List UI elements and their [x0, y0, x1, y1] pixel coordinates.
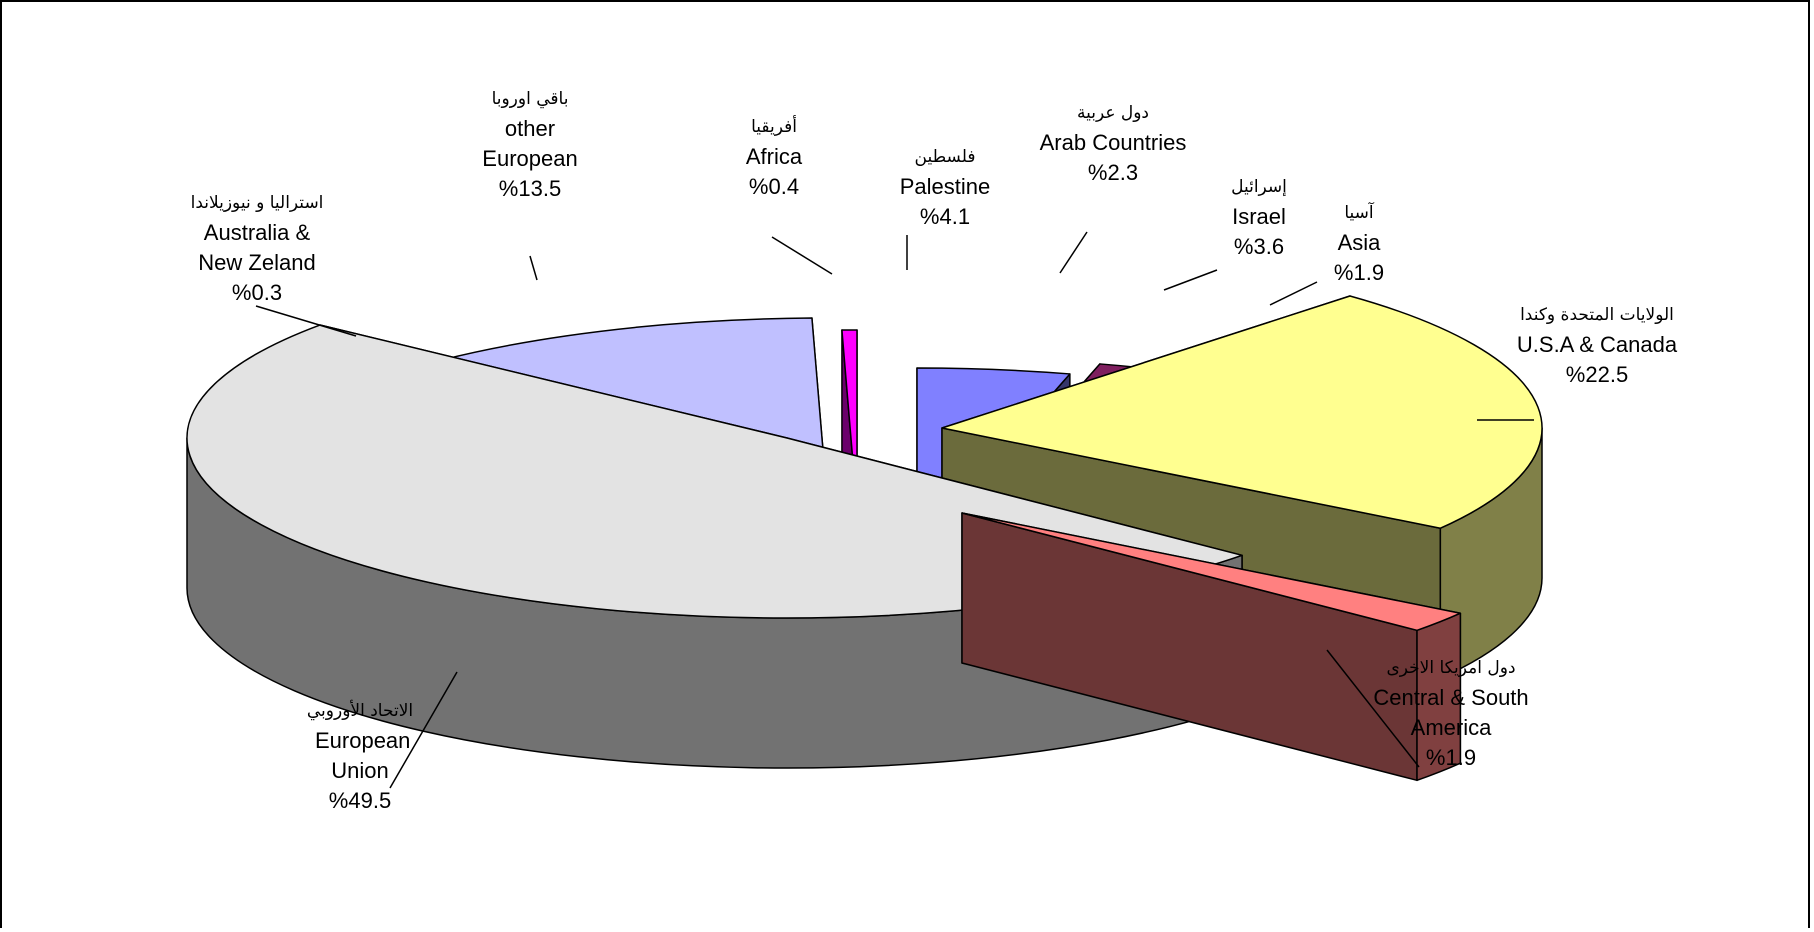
label-america-en: Central & South America [1373, 685, 1529, 740]
label-asia-pct: %1.9 [1333, 260, 1385, 285]
slice-usa-top [941, 295, 1543, 529]
label-eu-en: European Union [314, 728, 411, 783]
label-africa-ar: أفريقيا [751, 117, 797, 137]
label-israel-en: Israel [1232, 204, 1286, 229]
label-eu: الاتحاد الأوروبي European Union %49.5 [307, 696, 413, 816]
label-america: دول امريكا الاخرى Central & South Americ… [1361, 653, 1541, 773]
label-america-pct: %1.9 [1425, 745, 1477, 770]
leader-line-eu [389, 671, 458, 789]
leader-line-oeu [529, 255, 538, 281]
leader-line-africa [771, 236, 833, 275]
slice-america-top [961, 512, 1462, 632]
label-asia: آسيا Asia %1.9 [1334, 198, 1384, 288]
leader-line-asia [1269, 281, 1318, 306]
label-israel: إسرائيل Israel %3.6 [1231, 172, 1287, 262]
label-oeu-en: other European [482, 116, 578, 171]
label-usa-pct: %22.5 [1565, 362, 1629, 387]
label-aus-en: Australia & New Zeland [198, 220, 316, 275]
label-palestine-en: Palestine [899, 174, 991, 199]
label-eu-pct: %49.5 [328, 788, 392, 813]
label-arab-pct: %2.3 [1087, 160, 1139, 185]
label-asia-en: Asia [1337, 230, 1381, 255]
label-palestine-ar: فلسطين [914, 147, 976, 167]
leader-line-arab [1059, 231, 1088, 274]
label-usa: الولايات المتحدة وكندا U.S.A & Canada %2… [1517, 300, 1677, 390]
label-arab: دول عربية Arab Countries %2.3 [1040, 98, 1187, 188]
label-aus-pct: %0.3 [231, 280, 283, 305]
label-america-ar: دول امريكا الاخرى [1386, 658, 1516, 678]
label-arab-ar: دول عربية [1076, 103, 1150, 123]
label-africa-pct: %0.4 [748, 174, 800, 199]
label-oeu: باقي اوروبا other European %13.5 [475, 84, 585, 204]
label-asia-ar: آسيا [1344, 203, 1374, 223]
leader-line-aus [255, 305, 357, 337]
label-usa-ar: الولايات المتحدة وكندا [1520, 305, 1674, 325]
label-israel-pct: %3.6 [1233, 234, 1285, 259]
label-oeu-pct: %13.5 [498, 176, 562, 201]
label-oeu-ar: باقي اوروبا [491, 89, 569, 109]
leader-line-america [1326, 649, 1420, 768]
label-africa-en: Africa [745, 144, 803, 169]
label-arab-en: Arab Countries [1039, 130, 1187, 155]
leader-line-israel [1163, 269, 1218, 291]
label-aus: استراليا و نيوزيلاندا Australia & New Ze… [187, 188, 327, 308]
label-usa-en: U.S.A & Canada [1516, 332, 1678, 357]
label-israel-ar: إسرائيل [1231, 177, 1287, 197]
label-aus-ar: استراليا و نيوزيلاندا [190, 193, 324, 213]
label-eu-ar: الاتحاد الأوروبي [306, 701, 414, 721]
label-palestine-pct: %4.1 [919, 204, 971, 229]
label-africa: أفريقيا Africa %0.4 [746, 112, 802, 202]
label-palestine: فلسطين Palestine %4.1 [900, 142, 991, 232]
